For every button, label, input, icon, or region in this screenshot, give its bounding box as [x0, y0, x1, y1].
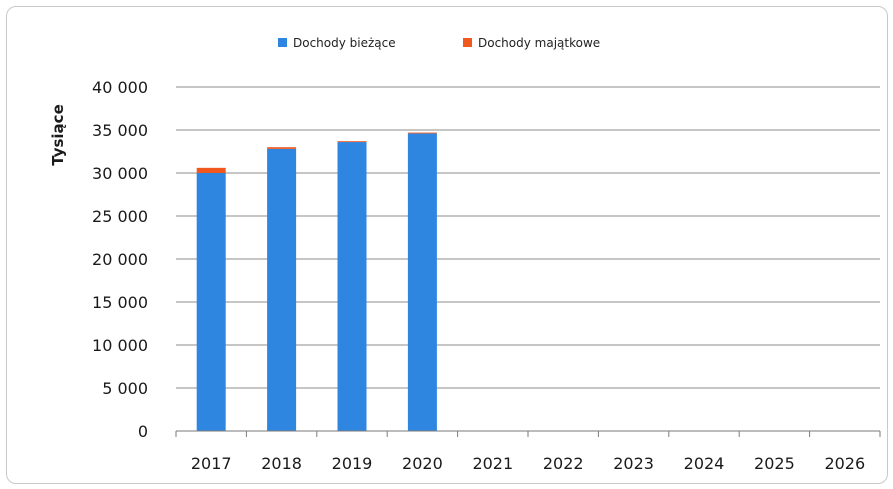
bars	[196, 132, 437, 432]
y-tick-label: 30 000	[92, 164, 148, 183]
x-axis: 2017 2018 2019 2020 2021 2022 2023 2024 2025 2026	[175, 430, 881, 473]
x-tick-label: 2024	[684, 454, 725, 473]
bar-2017-dochody-biezace	[196, 173, 226, 431]
y-tick-label: 40 000	[92, 78, 148, 97]
x-tick-label: 2021	[472, 454, 513, 473]
bar-2018-dochody-biezace	[267, 148, 297, 432]
bar-2018-dochody-majatkowe	[267, 147, 297, 149]
chart-frame	[6, 6, 888, 484]
x-tick-label: 2019	[332, 454, 373, 473]
x-tick-label: 2018	[261, 454, 302, 473]
y-axis-title: Tysiące	[49, 104, 67, 166]
x-tick-label: 2023	[613, 454, 654, 473]
bar-2020-dochody-biezace	[407, 133, 437, 431]
x-tick-label: 2026	[824, 454, 865, 473]
bar-2020-dochody-majatkowe	[407, 132, 437, 134]
y-tick-label: 20 000	[92, 250, 148, 269]
x-tick-label: 2020	[402, 454, 443, 473]
legend: Dochody bieżące Dochody majątkowe	[278, 36, 600, 50]
y-tick-label: 25 000	[92, 207, 148, 226]
x-tick-label: 2025	[754, 454, 795, 473]
y-axis-tick-labels: 0 5 000 10 000 15 000 20 000 25 000 30 000 35 0…	[92, 78, 148, 441]
bar-2017-dochody-majatkowe	[196, 167, 226, 173]
y-tick-label: 15 000	[92, 293, 148, 312]
x-tick-label: 2022	[543, 454, 584, 473]
bar-2019-dochody-majatkowe	[337, 141, 367, 143]
legend-swatch-dochody-biezace	[278, 38, 287, 47]
legend-label-dochody-majatkowe: Dochody majątkowe	[478, 36, 600, 50]
y-tick-label: 35 000	[92, 121, 148, 140]
legend-label-dochody-biezace: Dochody bieżące	[293, 36, 396, 50]
y-tick-label: 5 000	[102, 379, 148, 398]
y-tick-label: 0	[138, 422, 148, 441]
y-tick-label: 10 000	[92, 336, 148, 355]
legend-swatch-dochody-majatkowe	[463, 38, 472, 47]
x-tick-label: 2017	[191, 454, 232, 473]
bar-2019-dochody-biezace	[337, 142, 367, 432]
